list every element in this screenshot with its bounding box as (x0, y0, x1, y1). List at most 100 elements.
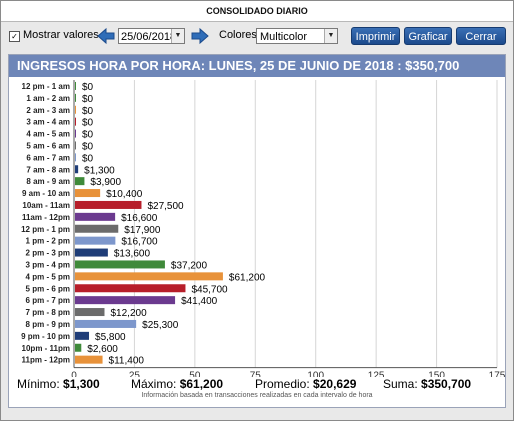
category-label: 8 pm - 9 pm (26, 320, 70, 329)
x-tick-label: 150 (428, 371, 445, 377)
sum-stat: Suma: $350,700 (383, 377, 471, 391)
colors-value: Multicolor (260, 31, 308, 43)
category-label: 12 pm - 1 am (22, 82, 70, 91)
category-label: 2 am - 3 am (26, 106, 70, 115)
bar-value-label: $37,200 (171, 260, 208, 271)
avg-label: Promedio: (255, 377, 310, 391)
category-label: 3 pm - 4 pm (26, 260, 70, 269)
bar (75, 331, 90, 340)
bar (75, 105, 76, 114)
x-tick-label: 25 (129, 371, 141, 377)
bar-value-label: $17,900 (124, 225, 161, 236)
bar-value-label: $0 (82, 106, 94, 117)
show-values-checkbox[interactable]: ✓ (9, 31, 20, 42)
toolbar: ✓ Mostrar valores 25/06/2018 ▼ Colores: … (1, 22, 513, 50)
category-label: 4 am - 5 am (26, 130, 70, 139)
category-label: 1 am - 2 am (26, 94, 70, 103)
max-label: Máximo: (131, 377, 177, 391)
x-tick-label: 75 (250, 371, 262, 377)
window-title: CONSOLIDADO DIARIO (1, 1, 513, 22)
bar (75, 296, 176, 305)
date-picker[interactable]: 25/06/2018 ▼ (118, 28, 185, 44)
category-label: 6 pm - 7 pm (26, 296, 70, 305)
sum-label: Suma: (383, 377, 418, 391)
bar-value-label: $0 (82, 141, 94, 152)
bar-value-label: $13,600 (114, 249, 151, 260)
bar-value-label: $16,600 (121, 213, 158, 224)
bar-value-label: $3,900 (90, 177, 121, 188)
arrow-left-icon[interactable] (97, 27, 115, 45)
category-label: 9 pm - 10 pm (21, 332, 70, 341)
bar-value-label: $5,800 (95, 332, 126, 343)
bar (75, 260, 165, 269)
bar (75, 224, 119, 233)
min-value: $1,300 (63, 377, 100, 391)
category-label: 9 am - 10 am (22, 189, 70, 198)
print-button[interactable]: Imprimir (351, 27, 400, 45)
show-values-label: Mostrar valores (23, 29, 99, 41)
bar (75, 212, 116, 221)
max-stat: Máximo: $61,200 (131, 377, 223, 391)
bar-value-label: $61,200 (229, 272, 266, 283)
report-note: Información basada en transacciones real… (141, 392, 373, 399)
bar (75, 272, 223, 281)
bar (75, 117, 76, 126)
bar (75, 189, 101, 198)
sum-value: $350,700 (421, 377, 472, 391)
bar-value-label: $0 (82, 153, 94, 164)
bar (75, 177, 85, 186)
x-tick-label: 125 (368, 371, 385, 377)
colors-select[interactable]: Multicolor ▼ (256, 28, 338, 44)
category-label: 11pm - 12pm (22, 356, 70, 365)
bar (75, 141, 76, 150)
bar-value-label: $25,300 (142, 320, 179, 331)
avg-stat: Promedio: $20,629 (255, 377, 356, 391)
category-label: 12 pm - 1 pm (21, 225, 70, 234)
bar (75, 236, 116, 245)
category-label: 7 pm - 8 pm (26, 308, 70, 317)
category-label: 5 am - 6 am (26, 141, 70, 150)
chart-button[interactable]: Graficar (404, 27, 452, 45)
bar (75, 81, 76, 90)
close-button[interactable]: Cerrar (456, 27, 506, 45)
category-label: 1 pm - 2 pm (26, 237, 70, 246)
bar (75, 248, 108, 257)
category-label: 7 am - 8 am (26, 165, 70, 174)
bar (75, 284, 186, 293)
bar-chart: 0 25 50 75 100 125 150 175 12 pm - 1 am $0 1 am - … (21, 80, 505, 377)
category-label: 6 am - 7 am (26, 153, 70, 162)
bar (75, 308, 105, 317)
bar (75, 343, 82, 352)
chevron-down-icon[interactable]: ▼ (171, 29, 184, 43)
date-value: 25/06/2018 (121, 31, 177, 43)
category-label: 8 am - 9 am (26, 177, 70, 186)
stats-row: Mínimo: $1,300 Máximo: $61,200 Promedio:… (9, 377, 505, 391)
bar-value-label: $2,600 (87, 344, 118, 355)
bar (75, 93, 76, 102)
bar (75, 200, 142, 209)
x-tick-label: 100 (307, 371, 324, 377)
bar-value-label: $45,700 (191, 284, 228, 295)
category-label: 10pm - 11pm (22, 344, 70, 353)
report-panel: INGRESOS HORA POR HORA: LUNES, 25 DE JUN… (8, 54, 506, 408)
min-label: Mínimo: (17, 377, 60, 391)
bar (75, 129, 76, 138)
bar-value-label: $10,400 (106, 189, 143, 200)
bar-value-label: $0 (82, 94, 94, 105)
bar-value-label: $0 (82, 130, 94, 141)
arrow-right-icon[interactable] (191, 27, 209, 45)
category-label: 5 pm - 6 pm (26, 284, 70, 293)
category-label: 11am - 12pm (22, 213, 70, 222)
bar (75, 319, 137, 328)
bar (75, 153, 76, 162)
min-stat: Mínimo: $1,300 (17, 377, 100, 391)
bar-value-label: $27,500 (147, 201, 184, 212)
bar-value-label: $1,300 (84, 165, 115, 176)
x-tick-label: 0 (71, 371, 77, 377)
bar (75, 355, 103, 364)
chevron-down-icon[interactable]: ▼ (324, 29, 337, 43)
avg-value: $20,629 (313, 377, 357, 391)
bar-value-label: $0 (82, 82, 94, 93)
colors-label: Colores: (219, 29, 260, 41)
